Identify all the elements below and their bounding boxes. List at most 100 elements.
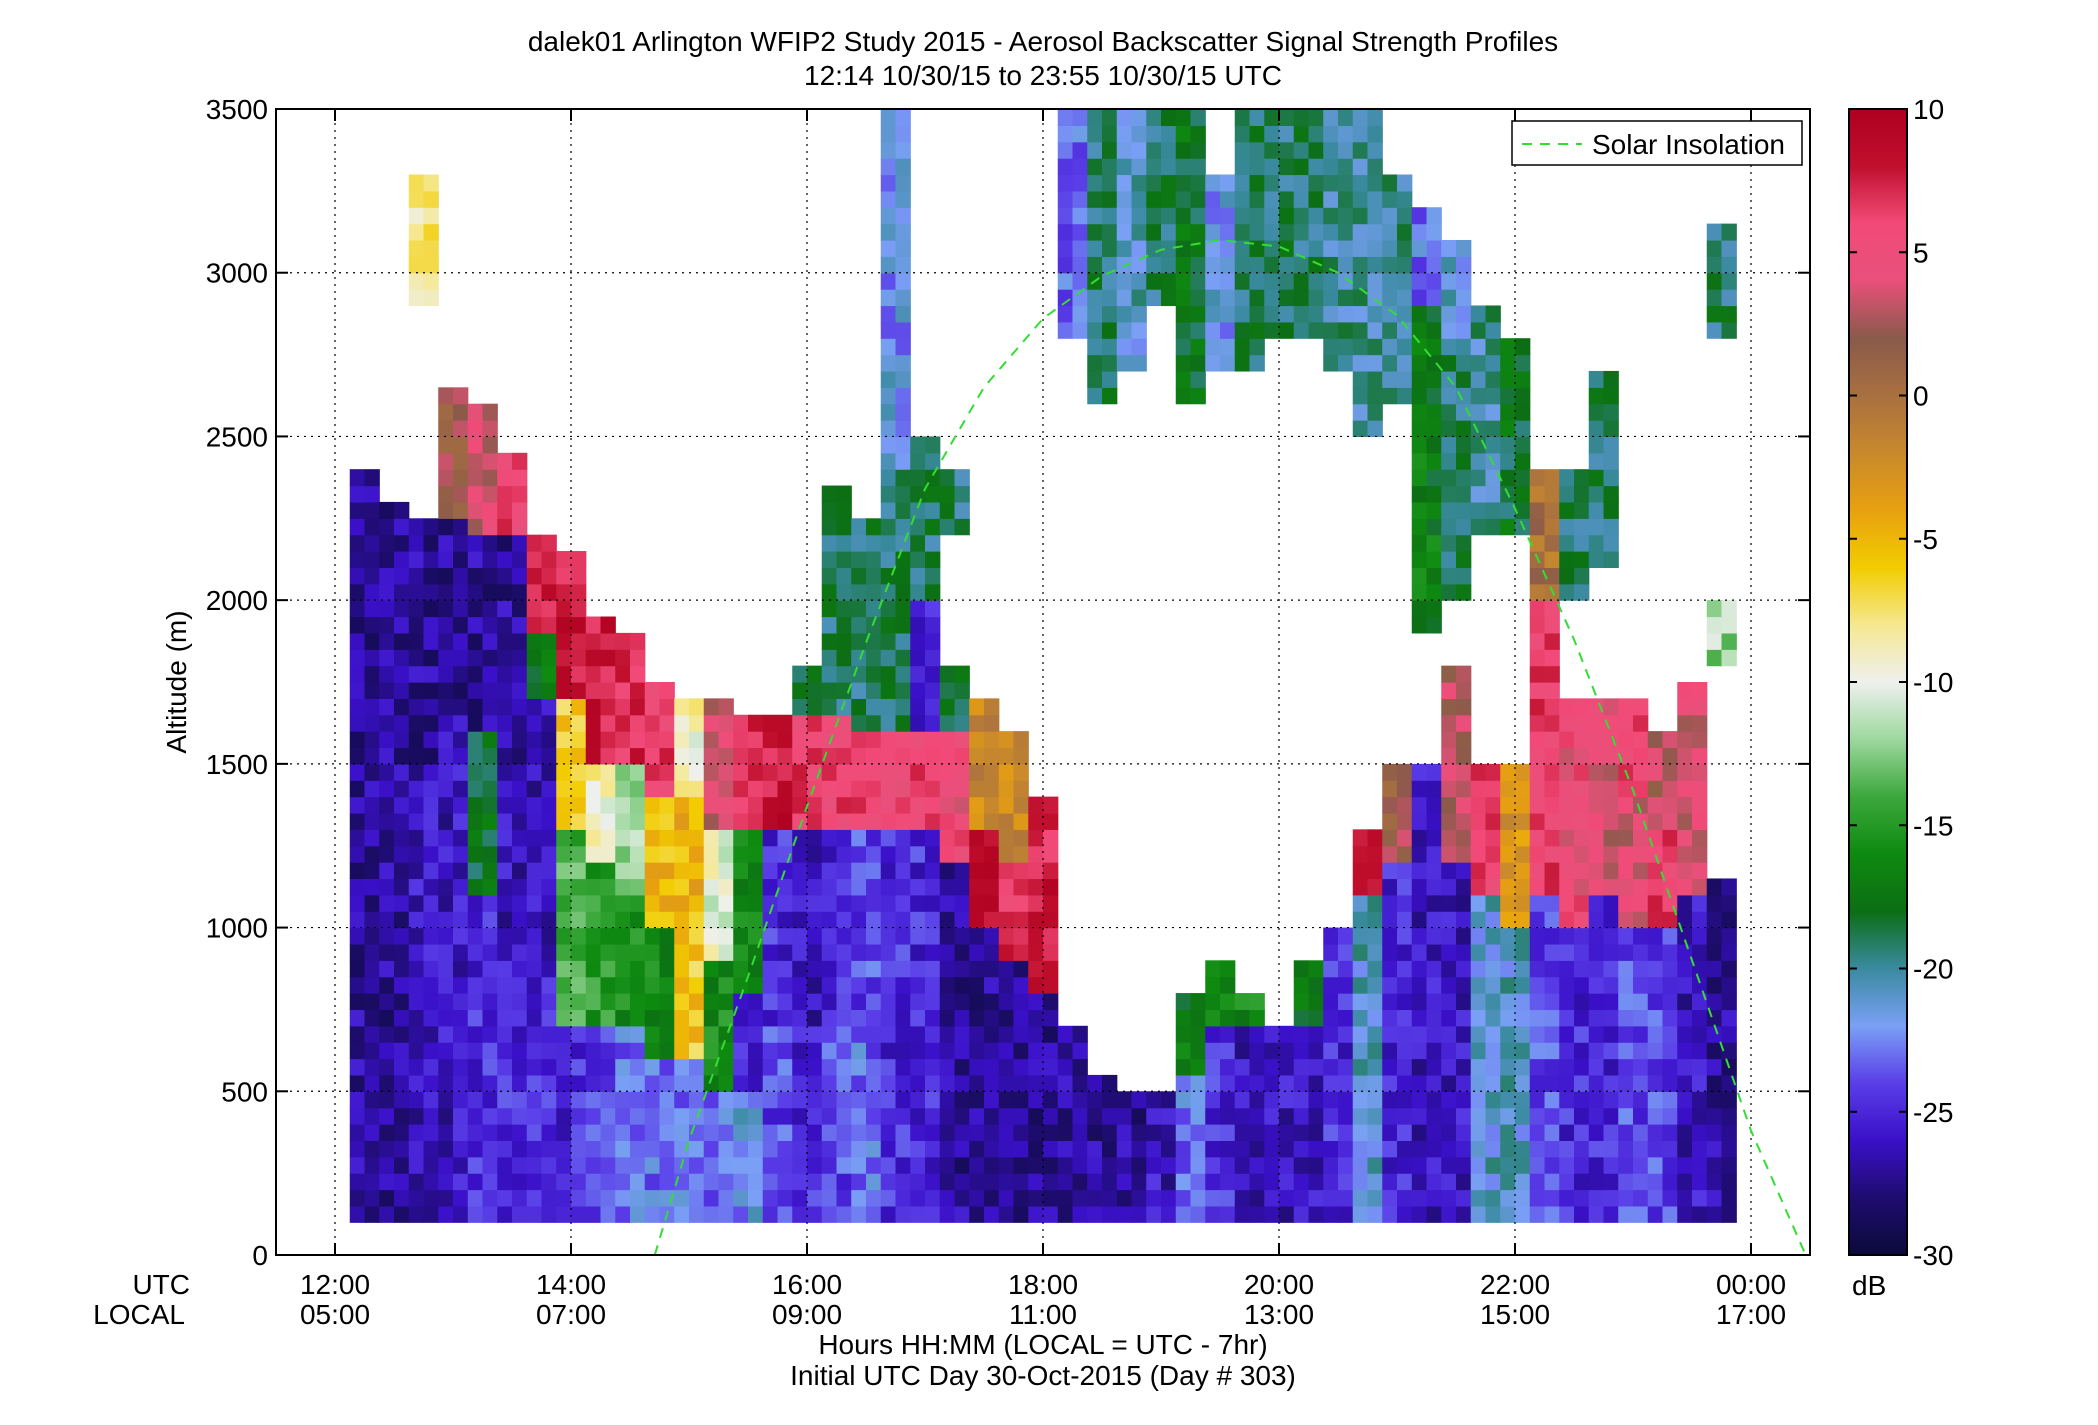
heatmap-cell — [880, 158, 897, 176]
heatmap-cell — [630, 731, 646, 749]
heatmap-cell — [1220, 1107, 1236, 1125]
heatmap-cell — [984, 1009, 1000, 1027]
heatmap-cell — [482, 943, 498, 961]
heatmap-cell — [1367, 141, 1383, 159]
heatmap-cell — [1426, 1058, 1442, 1076]
heatmap-cell — [379, 1042, 395, 1060]
heatmap-cell — [880, 780, 897, 798]
heatmap-cell — [895, 1009, 911, 1027]
heatmap-cell — [1574, 1058, 1590, 1076]
heatmap-cell — [467, 1140, 484, 1158]
heatmap-cell — [526, 976, 543, 994]
heatmap-cell — [453, 943, 469, 961]
heatmap-cell — [836, 976, 852, 994]
heatmap-cell — [748, 911, 764, 929]
heatmap-cell — [1544, 960, 1560, 978]
heatmap-cell — [467, 632, 484, 650]
heatmap-cell — [792, 943, 808, 961]
heatmap-cell — [349, 698, 366, 716]
heatmap-cell — [571, 845, 587, 863]
heatmap-cell — [1072, 207, 1088, 225]
heatmap-cell — [1544, 632, 1560, 650]
heatmap-cell — [689, 1205, 705, 1223]
heatmap-cell — [512, 927, 528, 945]
heatmap-cell — [1382, 239, 1398, 257]
heatmap-cell — [1102, 207, 1118, 225]
heatmap-cell — [689, 1042, 705, 1060]
heatmap-cell — [1264, 289, 1280, 307]
heatmap-cell — [423, 894, 439, 912]
heatmap-cell — [1161, 1091, 1177, 1109]
heatmap-cell — [556, 763, 572, 781]
heatmap-cell — [1500, 862, 1516, 880]
heatmap-cell — [1116, 321, 1133, 339]
heatmap-cell — [1161, 1124, 1177, 1141]
heatmap-cell — [1706, 649, 1723, 667]
heatmap-cell — [895, 551, 911, 568]
heatmap-cell — [1618, 1107, 1634, 1125]
x-tick-label-utc: 22:00 — [1480, 1269, 1550, 1300]
heatmap-cell — [984, 862, 1000, 880]
heatmap-cell — [998, 1009, 1015, 1027]
heatmap-cell — [615, 993, 631, 1011]
heatmap-cell — [453, 862, 469, 880]
heatmap-cell — [1633, 1156, 1649, 1174]
heatmap-cell — [733, 1009, 749, 1027]
heatmap-cell — [1146, 190, 1162, 208]
heatmap-cell — [1559, 731, 1575, 749]
heatmap-cell — [467, 469, 484, 487]
heatmap-cell — [1574, 534, 1590, 552]
heatmap-cell — [777, 1074, 793, 1092]
heatmap-cell — [1706, 600, 1723, 618]
heatmap-cell — [482, 551, 498, 568]
heatmap-cell — [408, 1173, 425, 1191]
heatmap-cell — [762, 812, 779, 830]
heatmap-cell — [423, 714, 439, 732]
heatmap-cell — [1028, 862, 1044, 880]
heatmap-cell — [438, 943, 454, 961]
heatmap-cell — [1603, 485, 1619, 503]
heatmap-cell — [1618, 780, 1634, 798]
heatmap-cell — [497, 862, 513, 880]
heatmap-cell — [644, 780, 661, 798]
heatmap-cell — [1706, 272, 1723, 290]
heatmap-cell — [969, 1025, 985, 1043]
heatmap-cell — [1087, 207, 1103, 225]
heatmap-cell — [1588, 878, 1605, 896]
heatmap-cell — [379, 976, 395, 994]
heatmap-cell — [630, 649, 646, 667]
heatmap-cell — [1441, 894, 1457, 912]
heatmap-cell — [600, 1173, 616, 1191]
heatmap-cell — [379, 911, 395, 929]
heatmap-cell — [880, 616, 897, 634]
heatmap-cell — [364, 1156, 380, 1174]
heatmap-cell — [1441, 812, 1457, 830]
heatmap-cell — [438, 829, 454, 847]
heatmap-cell — [1515, 1140, 1531, 1158]
heatmap-cell — [600, 993, 616, 1011]
heatmap-cell — [1500, 1091, 1516, 1109]
heatmap-cell — [1618, 1173, 1634, 1191]
heatmap-cell — [792, 976, 808, 994]
heatmap-cell — [1677, 747, 1693, 765]
heatmap-cell — [1102, 125, 1118, 143]
heatmap-cell — [438, 501, 454, 519]
heatmap-cell — [1397, 878, 1413, 896]
heatmap-cell — [615, 894, 631, 912]
heatmap-cell — [1411, 796, 1428, 814]
heatmap-cell — [954, 1140, 970, 1158]
heatmap-cell — [880, 1009, 897, 1027]
heatmap-cell — [984, 1140, 1000, 1158]
heatmap-cell — [792, 894, 808, 912]
heatmap-cell — [821, 862, 838, 880]
heatmap-cell — [910, 632, 926, 650]
heatmap-cell — [497, 911, 513, 929]
heatmap-cell — [423, 239, 439, 257]
heatmap-cell — [1529, 567, 1546, 585]
heatmap-cell — [1559, 911, 1575, 929]
heatmap-cell — [1515, 1173, 1531, 1191]
heatmap-cell — [821, 1058, 838, 1076]
heatmap-cell — [1411, 1189, 1428, 1207]
heatmap-cell — [1234, 223, 1251, 241]
